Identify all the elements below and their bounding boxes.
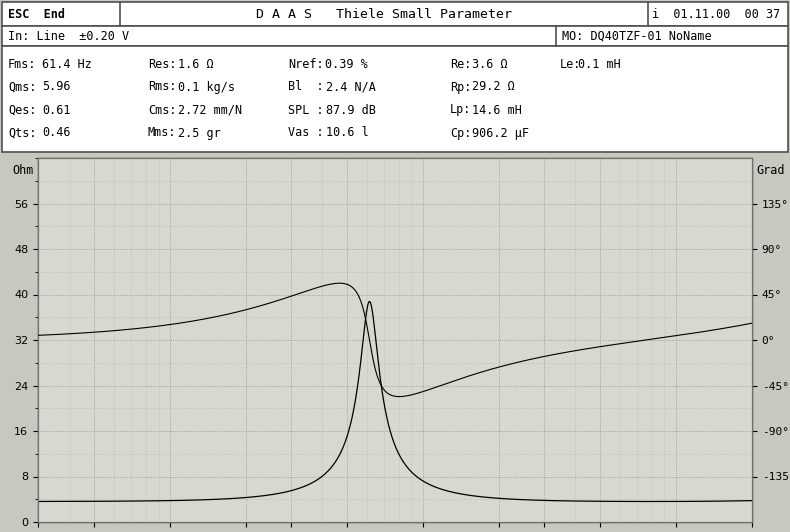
Text: MO: DQ40TZF-01 NoName: MO: DQ40TZF-01 NoName	[562, 29, 712, 43]
Text: SPL :: SPL :	[288, 104, 324, 117]
Text: 0.46: 0.46	[42, 127, 70, 139]
Text: Lp:: Lp:	[450, 104, 472, 117]
Text: Cms:: Cms:	[148, 104, 176, 117]
Text: 0.1 kg/s: 0.1 kg/s	[178, 80, 235, 94]
Text: Grad: Grad	[756, 164, 784, 177]
Text: 29.2 Ω: 29.2 Ω	[472, 80, 515, 94]
Text: Re:: Re:	[450, 57, 472, 71]
Text: Le:: Le:	[560, 57, 581, 71]
Text: 14.6 mH: 14.6 mH	[472, 104, 522, 117]
Text: i  01.11.00  00 37: i 01.11.00 00 37	[652, 7, 780, 21]
Text: 87.9 dB: 87.9 dB	[326, 104, 376, 117]
Text: 1.6 Ω: 1.6 Ω	[178, 57, 213, 71]
Text: Ohm: Ohm	[13, 164, 34, 177]
Text: 5.96: 5.96	[42, 80, 70, 94]
Bar	[38, 158, 752, 522]
Text: Qts:: Qts:	[8, 127, 36, 139]
Text: Res:: Res:	[148, 57, 176, 71]
Text: 61.4 Hz: 61.4 Hz	[42, 57, 92, 71]
Text: D A A S   Thiele Small Parameter: D A A S Thiele Small Parameter	[256, 7, 512, 21]
Text: 2.5 gr: 2.5 gr	[178, 127, 220, 139]
Text: Rp:: Rp:	[450, 80, 472, 94]
Text: Qes:: Qes:	[8, 104, 36, 117]
Text: 0.61: 0.61	[42, 104, 70, 117]
Text: 0.1 mH: 0.1 mH	[578, 57, 621, 71]
Bar	[2, 46, 788, 152]
Text: 906.2 μF: 906.2 μF	[472, 127, 529, 139]
Text: 2.4 N/A: 2.4 N/A	[326, 80, 376, 94]
Bar	[2, 2, 788, 26]
Text: Fms:: Fms:	[8, 57, 36, 71]
Bar	[2, 26, 788, 46]
Text: Vas :: Vas :	[288, 127, 324, 139]
Bar	[724, 161, 750, 206]
Text: Mms:: Mms:	[148, 127, 176, 139]
Text: In: Line  ±0.20 V: In: Line ±0.20 V	[8, 29, 129, 43]
Text: Cp:: Cp:	[450, 127, 472, 139]
Text: 10.6 l: 10.6 l	[326, 127, 369, 139]
Text: 0.39 %: 0.39 %	[325, 57, 368, 71]
Text: ESC  End: ESC End	[8, 7, 65, 21]
Text: Nref:: Nref:	[288, 57, 324, 71]
Text: 2.72 mm/N: 2.72 mm/N	[178, 104, 242, 117]
Text: Qms:: Qms:	[8, 80, 36, 94]
Text: Bl  :: Bl :	[288, 80, 324, 94]
Text: 3.6 Ω: 3.6 Ω	[472, 57, 508, 71]
Text: Rms:: Rms:	[148, 80, 176, 94]
